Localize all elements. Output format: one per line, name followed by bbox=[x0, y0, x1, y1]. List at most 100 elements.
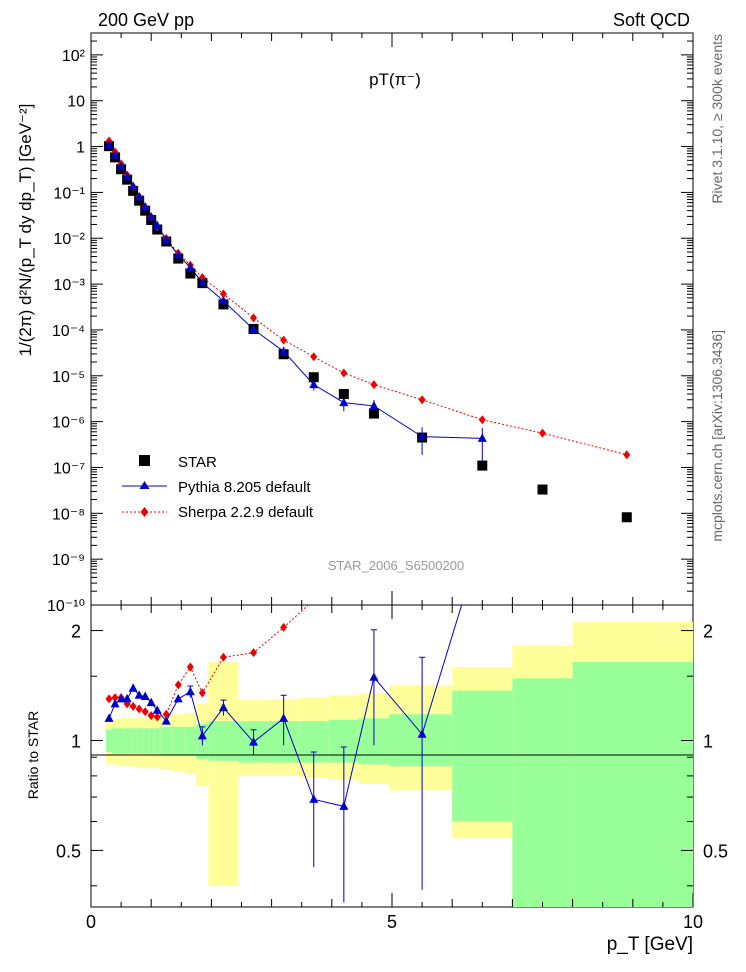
rivet-label: Rivet 3.1.10, ≥ 300k events bbox=[709, 34, 725, 204]
ratio-pythia-point bbox=[173, 693, 183, 703]
pythia-point bbox=[185, 262, 195, 272]
legend-pythia-label: Pythia 8.205 default bbox=[178, 479, 311, 496]
ratio-pythia-point bbox=[197, 730, 207, 740]
ratio-sherpa-point bbox=[135, 704, 143, 714]
ratio-sherpa-point bbox=[162, 709, 170, 719]
pythia-point bbox=[173, 250, 183, 259]
pythia-point bbox=[339, 397, 349, 407]
sherpa-point bbox=[370, 380, 378, 390]
pythia-point bbox=[417, 431, 427, 441]
ratio-pythia-point bbox=[161, 716, 171, 725]
pythia-point bbox=[134, 191, 144, 201]
star-point bbox=[185, 268, 196, 279]
pythia-point bbox=[218, 295, 228, 305]
pythia-point bbox=[140, 202, 150, 211]
legend-star-marker bbox=[139, 455, 150, 466]
sherpa-line bbox=[108, 140, 627, 456]
ratio-pythia-point bbox=[249, 737, 259, 746]
ratio-pythia-point bbox=[128, 683, 138, 692]
sherpa-point bbox=[198, 273, 206, 283]
band-inner bbox=[572, 662, 693, 907]
sherpa-point bbox=[539, 428, 546, 438]
ratio-sherpa-point bbox=[174, 680, 182, 690]
main-y-tick-label: 10⁻¹⁰ bbox=[47, 598, 85, 615]
main-y-tick-label: 10⁻⁴ bbox=[52, 323, 85, 340]
ratio-sherpa-point bbox=[153, 712, 161, 722]
pythia-line bbox=[108, 144, 483, 439]
ratio-sherpa-point bbox=[280, 622, 288, 632]
pythia-point bbox=[110, 150, 120, 159]
band-inner bbox=[124, 728, 131, 754]
legend-pythia-marker bbox=[139, 481, 150, 489]
pythia-point bbox=[146, 212, 156, 221]
main-y-tick-label: 10⁻² bbox=[53, 231, 85, 248]
star-point bbox=[537, 484, 548, 495]
band-inner bbox=[130, 728, 137, 754]
legend-star-label: STAR bbox=[178, 454, 217, 471]
sherpa-point bbox=[478, 415, 486, 425]
star-point bbox=[368, 408, 379, 419]
band-inner bbox=[208, 721, 239, 761]
main-y-tick-label: 10 bbox=[67, 94, 85, 111]
ratio-pythia-point bbox=[279, 713, 289, 722]
main-y-tick-label: 10⁻³ bbox=[53, 277, 85, 294]
main-y-tick-label: 10⁻⁶ bbox=[52, 415, 85, 432]
pythia-point bbox=[309, 379, 319, 389]
ratio-pythia-point bbox=[417, 729, 427, 738]
band-inner bbox=[452, 690, 513, 822]
pythia-point bbox=[122, 171, 132, 181]
sherpa-point bbox=[310, 352, 318, 362]
ratio-pythia-point bbox=[116, 693, 126, 703]
main-y-tick-label: 10² bbox=[62, 48, 86, 65]
ratio-pythia-point bbox=[369, 672, 379, 681]
x-tick-label: 10 bbox=[683, 912, 703, 932]
header-left: 200 GeV pp bbox=[98, 10, 194, 30]
sherpa-point bbox=[623, 450, 631, 460]
sherpa-point bbox=[250, 313, 258, 323]
pythia-point bbox=[152, 220, 162, 229]
ratio-y-tick-label: 1 bbox=[71, 732, 81, 752]
ratio-pythia-point bbox=[110, 698, 120, 708]
star-point bbox=[218, 299, 229, 310]
main-y-tick-label: 10⁻¹ bbox=[53, 185, 85, 202]
sherpa-point bbox=[340, 368, 348, 378]
sherpa-point bbox=[219, 289, 227, 299]
star-point bbox=[308, 372, 319, 383]
ratio-y-tick-label: 2 bbox=[71, 622, 81, 642]
ratio-sherpa-point bbox=[186, 662, 194, 672]
ratio-sherpa-point bbox=[219, 652, 227, 662]
mcplots-label: mcplots.cern.ch [arXiv:1306.3436] bbox=[709, 330, 725, 542]
ratio-y-tick-label-right: 0.5 bbox=[703, 841, 728, 861]
pythia-point bbox=[128, 181, 138, 190]
ratio-pythia-point bbox=[339, 801, 349, 810]
band-inner bbox=[512, 678, 573, 907]
band-inner bbox=[154, 728, 161, 754]
pythia-point bbox=[279, 346, 289, 355]
ratio-sherpa-point bbox=[105, 694, 113, 704]
pythia-point bbox=[161, 234, 171, 244]
band-inner bbox=[160, 726, 173, 756]
main-y-tick-label: 10⁻⁷ bbox=[53, 460, 85, 477]
plot-title: pT(π⁻) bbox=[369, 70, 421, 89]
star-point bbox=[621, 512, 632, 523]
analysis-watermark: STAR_2006_S6500200 bbox=[328, 558, 464, 573]
header-right: Soft QCD bbox=[613, 10, 690, 30]
ratio-sherpa-point bbox=[250, 648, 258, 658]
band-outer bbox=[208, 662, 239, 886]
ratio-y-tick-label-right: 2 bbox=[703, 622, 713, 642]
ratio-pythia-point bbox=[122, 693, 132, 703]
main-y-tick-label: 10⁻⁸ bbox=[52, 506, 85, 523]
band-inner bbox=[112, 728, 119, 754]
x-tick-label: 0 bbox=[86, 912, 96, 932]
ratio-pythia-point bbox=[140, 691, 150, 700]
band-inner bbox=[118, 728, 125, 754]
band-inner bbox=[136, 728, 143, 754]
band-inner bbox=[172, 726, 185, 756]
band-inner bbox=[388, 714, 453, 767]
ratio-pythia-point bbox=[309, 794, 319, 803]
pythia-point bbox=[249, 324, 259, 333]
main-y-label: 1/(2π) d²N/(p_T dy dp_T) [GeV⁻²] bbox=[16, 104, 35, 357]
band-inner bbox=[148, 728, 155, 754]
ratio-y-tick-label: 0.5 bbox=[56, 841, 81, 861]
ratio-pythia-point bbox=[146, 697, 156, 707]
